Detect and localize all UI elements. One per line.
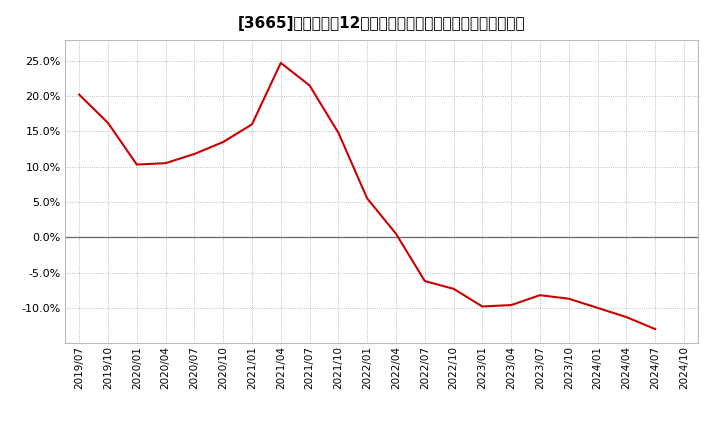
Title: [3665]　売上高の12か月移動合計の対前年同期増減率の推移: [3665] 売上高の12か月移動合計の対前年同期増減率の推移 [238, 16, 526, 32]
